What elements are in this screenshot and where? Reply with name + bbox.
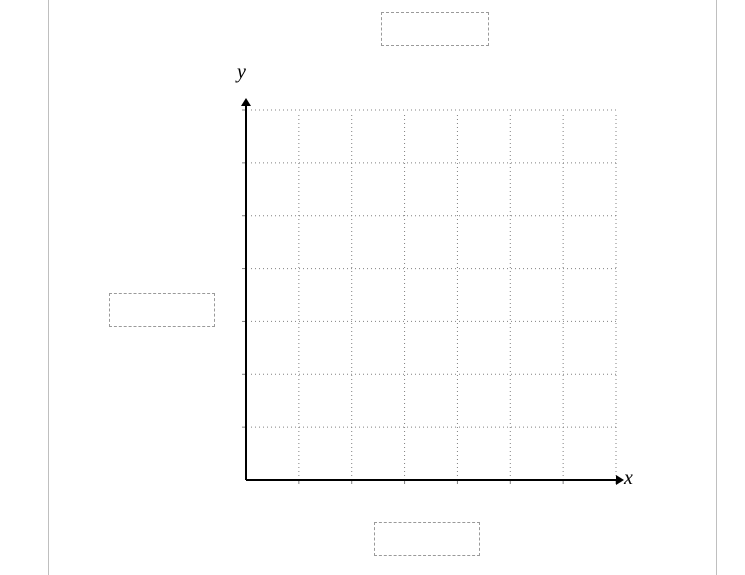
panel-border-left — [48, 0, 49, 575]
coordinate-plane — [238, 96, 626, 488]
dropzone-title[interactable] — [381, 12, 489, 46]
y-axis-variable-label: y — [237, 62, 246, 82]
panel-border-right — [716, 0, 717, 575]
dropzone-x-axis-label[interactable] — [374, 522, 480, 556]
dropzone-y-axis-label[interactable] — [109, 293, 215, 327]
worksheet-panel: y x — [0, 0, 745, 575]
y-axis-variable-text: y — [237, 61, 246, 83]
